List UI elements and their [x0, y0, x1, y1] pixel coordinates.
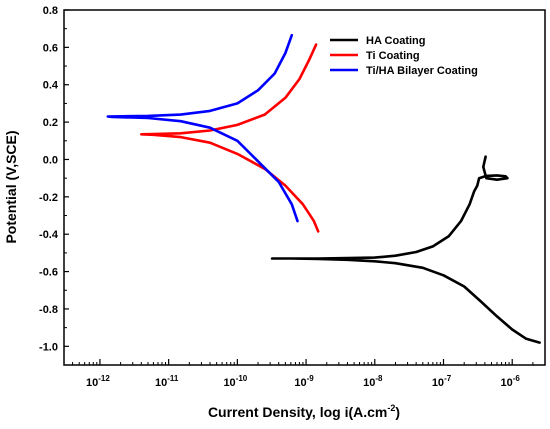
x-axis-label: Current Density, log i(A.cm-2) — [208, 403, 400, 420]
legend-label-3: Ti/HA Bilayer Coating — [366, 65, 478, 77]
x-tick-label: 10-10 — [223, 374, 247, 389]
series-line-3 — [106, 33, 299, 223]
y-axis-label: Potential (V,SCE) — [3, 130, 19, 243]
legend-label-1: HA Coating — [366, 35, 425, 47]
x-axis-label-close: ) — [395, 404, 400, 420]
legend: HA Coating Ti Coating Ti/HA Bilayer Coatin… — [330, 35, 478, 77]
y-tick-label: -1.0 — [39, 341, 58, 353]
series-line-1 — [270, 155, 541, 344]
x-tick-label: 10-11 — [155, 374, 179, 389]
x-tick-label: 10-6 — [501, 374, 521, 389]
x-tick-label: 10-7 — [432, 374, 452, 389]
series-lines — [106, 33, 541, 344]
x-tick-label: 10-9 — [294, 374, 314, 389]
legend-label-2: Ti Coating — [366, 50, 420, 62]
x-axis-label-superscript: -2 — [387, 403, 395, 413]
y-tick-label: -0.8 — [39, 304, 58, 316]
y-tick-label: -0.4 — [39, 229, 59, 241]
series-line-2 — [140, 43, 320, 233]
y-tick-label: 0.6 — [43, 42, 58, 54]
y-tick-label: -0.2 — [39, 192, 58, 204]
x-axis-label-main: Current Density, log i(A.cm — [208, 404, 387, 420]
axis-ticks: 0.8 0.6 0.4 0.2 0.0 -0.2 -0.4 -0.6 -0.8 -1.0 10-12… — [39, 5, 546, 389]
plot-frame — [63, 9, 546, 366]
x-tick-label: 10-8 — [363, 374, 383, 389]
y-tick-label: 0.8 — [43, 5, 58, 17]
y-tick-label: 0.0 — [43, 154, 58, 166]
y-tick-label: 0.2 — [43, 117, 58, 129]
y-tick-label: 0.4 — [43, 80, 59, 92]
x-tick-label: 10-12 — [86, 374, 110, 389]
y-tick-label: -0.6 — [39, 267, 58, 279]
plot-border — [63, 9, 546, 366]
